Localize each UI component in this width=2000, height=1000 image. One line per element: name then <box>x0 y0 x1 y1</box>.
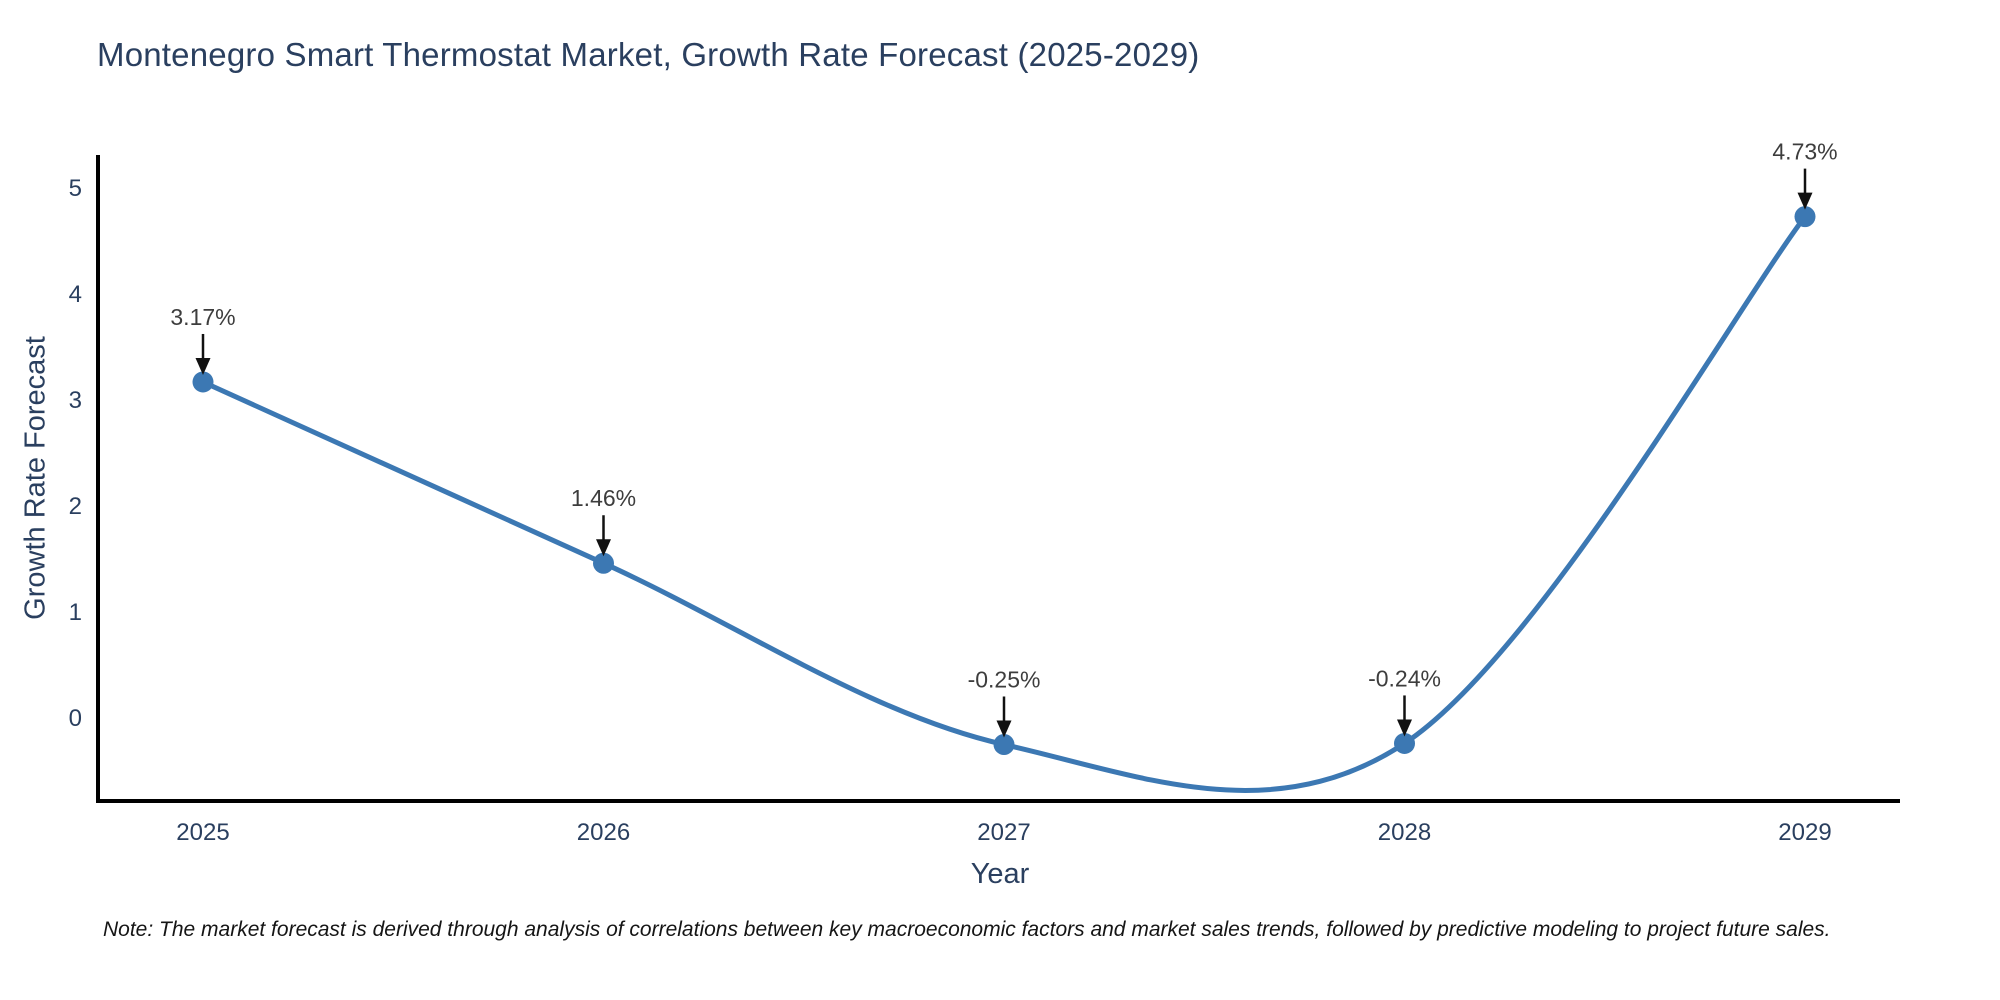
annotation-arrow-head <box>1397 719 1412 737</box>
data-point-marker <box>192 371 214 393</box>
x-tick-label: 2025 <box>176 819 229 846</box>
data-point-marker <box>1394 732 1415 754</box>
data-point-label: 4.73% <box>1772 139 1837 165</box>
data-point-label: 1.46% <box>571 485 636 511</box>
y-tick-label: 2 <box>69 493 82 520</box>
annotation-arrow-head <box>195 357 211 375</box>
x-tick-label: 2029 <box>1778 819 1831 846</box>
annotation-arrow-head <box>1797 192 1813 210</box>
y-tick-label: 0 <box>69 705 82 732</box>
annotation-arrow-head <box>996 720 1012 738</box>
chart-title: Montenegro Smart Thermostat Market, Grow… <box>97 36 1200 73</box>
x-axis-title: Year <box>970 858 1030 890</box>
annotation-arrow-head <box>596 539 611 557</box>
x-tick-label: 2026 <box>577 819 630 846</box>
data-point-label: -0.24% <box>1368 665 1441 691</box>
data-point-marker <box>993 734 1015 755</box>
data-point-label: 3.17% <box>170 304 235 330</box>
data-point-marker <box>1794 206 1816 228</box>
y-axis-title: Growth Rate Forecast <box>19 336 52 620</box>
y-tick-label: 1 <box>69 599 82 626</box>
x-tick-label: 2028 <box>1378 819 1431 846</box>
y-tick-label: 3 <box>69 387 82 414</box>
data-point-label: -0.25% <box>968 667 1041 693</box>
y-tick-label: 4 <box>69 281 82 308</box>
x-tick-label: 2027 <box>977 819 1030 846</box>
footnote: Note: The market forecast is derived thr… <box>103 918 1831 941</box>
data-point-marker <box>593 552 614 574</box>
forecast-line <box>200 214 1808 793</box>
y-tick-label: 5 <box>69 175 82 202</box>
